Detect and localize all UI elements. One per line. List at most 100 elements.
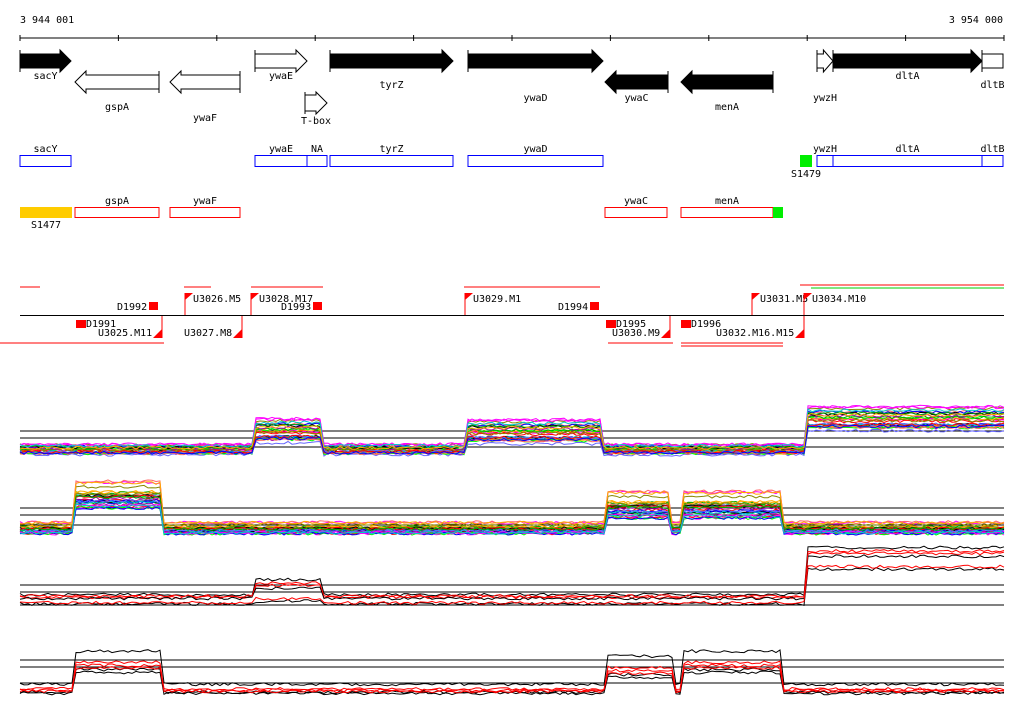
transcript-label: dltB: [980, 144, 1004, 155]
expression-profile: [19, 412, 1005, 450]
gene-label: T-box: [301, 116, 331, 127]
site-marker: [20, 207, 72, 218]
axis-end-label: 3 954 000: [949, 15, 1003, 26]
segment-label: U3030.M9: [612, 328, 660, 339]
gene-label: ywaD: [523, 93, 547, 104]
transcript-box: [981, 155, 1004, 167]
transcript-box: [19, 155, 72, 167]
transcript-label: sacY: [33, 144, 57, 155]
gene-label: menA: [715, 102, 739, 113]
gene-arrow-T-box: [304, 90, 328, 116]
segment-label: U3031.M5: [760, 294, 808, 305]
gene-arrow-ywaF: [169, 69, 241, 95]
gene-label: sacY: [33, 71, 57, 82]
transcript-box: [467, 155, 604, 167]
gene-label: ywaE: [269, 71, 293, 82]
d-marker: [149, 302, 158, 310]
segment-label: U3034.M10: [812, 294, 866, 305]
transcript-label: dltA: [895, 144, 919, 155]
gene-label: dltA: [895, 71, 919, 82]
gene-arrow-gspA: [74, 69, 160, 95]
site-label: S1477: [31, 220, 61, 231]
expression-profile: [19, 649, 1005, 687]
segment-label: D1992: [117, 302, 147, 313]
expression-profile: [19, 480, 1005, 525]
segment-label: D1994: [558, 302, 588, 313]
d-marker: [76, 320, 86, 328]
transcript-box: [832, 155, 983, 167]
site-marker: [773, 207, 783, 218]
segment-label: U3025.M11: [98, 328, 152, 339]
transcript-box: [306, 155, 328, 167]
expression-profile: [19, 663, 1005, 693]
transcript-label: ywaD: [523, 144, 547, 155]
u-flag: [804, 293, 812, 300]
segment-label: D1995: [616, 319, 646, 330]
transcript-box: [604, 207, 668, 218]
u-flag: [185, 293, 193, 300]
gene-arrow-tyrZ: [329, 48, 454, 74]
transcript-box: [329, 155, 454, 167]
u-flag: [661, 329, 670, 338]
site-marker: [800, 155, 812, 167]
transcript-box: [254, 155, 308, 167]
segment-label: U3028.M17: [259, 294, 313, 305]
transcript-label: NA: [311, 144, 323, 155]
gene-arrow-dltB: [981, 53, 1004, 69]
gene-arrow-sacY: [19, 48, 72, 74]
coordinate-axis: [19, 35, 1005, 41]
u-flag: [233, 329, 242, 338]
gene-label: ywzH: [813, 93, 837, 104]
segment-label: U3027.M8: [184, 328, 232, 339]
expression-profile: [19, 567, 1005, 607]
segment-label: U3029.M1: [473, 294, 521, 305]
expression-profile: [19, 549, 1005, 599]
segment-label: D1996: [691, 319, 721, 330]
reverse-transcript-track: gspA ywaF ywaC menA S1477: [20, 196, 783, 231]
transcript-label: ywaC: [624, 196, 648, 207]
expression-profile: [19, 479, 1005, 525]
transcript-label: ywaF: [193, 196, 217, 207]
gene-arrow-dltA: [832, 48, 983, 74]
transcript-label: gspA: [105, 196, 129, 207]
u-flag: [465, 293, 473, 300]
expression-profile: [19, 498, 1005, 533]
gene-label: tyrZ: [379, 80, 403, 91]
segment-label: D1993: [281, 302, 311, 313]
forward-transcript-track: sacY ywaE NA tyrZ ywaD ywzH dltA dltB S1479: [19, 144, 1005, 180]
expression-profile: [19, 503, 1005, 535]
expression-tracks: [19, 404, 1005, 696]
transcript-label: ywzH: [813, 144, 837, 155]
expression-profile: [19, 484, 1005, 527]
expression-profile: [19, 404, 1005, 447]
segment-label: D1991: [86, 319, 116, 330]
transcript-box: [169, 207, 241, 218]
axis-start-label: 3 944 001: [20, 15, 74, 26]
segment-label: U3032.M16.M15: [716, 328, 794, 339]
gene-arrow-ywaC: [604, 69, 669, 95]
gene-arrow-menA: [680, 69, 774, 95]
gene-label: gspA: [105, 102, 129, 113]
expression-profile: [19, 408, 1005, 448]
d-marker: [681, 320, 691, 328]
segment-label: U3026.M5: [193, 294, 241, 305]
expression-profile: [19, 545, 1005, 597]
expression-profile: [19, 660, 1005, 692]
transcript-box: [74, 207, 160, 218]
u-flag: [795, 329, 804, 338]
expression-profile: [19, 495, 1005, 531]
gene-label: ywaF: [193, 113, 217, 124]
u-flag: [251, 293, 259, 300]
transcript-label: tyrZ: [379, 144, 403, 155]
u-flag: [153, 329, 162, 338]
transcript-label: menA: [715, 196, 739, 207]
expression-profile: [19, 554, 1005, 601]
site-label: S1479: [791, 169, 821, 180]
expression-profile: [19, 424, 1005, 455]
expression-profile: [19, 665, 1005, 694]
gene-label: dltB: [980, 80, 1004, 91]
transcript-box: [816, 155, 834, 167]
u-flag: [752, 293, 760, 300]
